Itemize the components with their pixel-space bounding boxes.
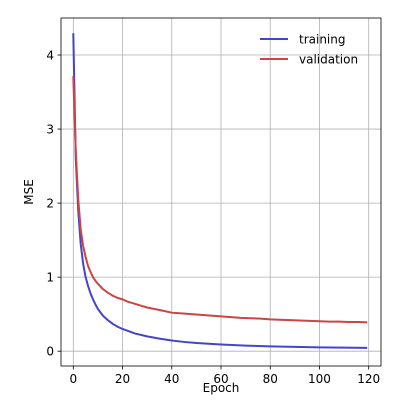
- y-axis-ticks: 0 1 2 3 4: [46, 49, 61, 359]
- y-tick-label: 3: [46, 123, 54, 137]
- series-line-training: [72, 33, 368, 349]
- y-tick-label: 4: [46, 49, 54, 63]
- series-lines: [72, 33, 368, 349]
- series-line-validation: [72, 76, 368, 324]
- grid: [61, 18, 381, 366]
- legend: training validation: [260, 33, 358, 67]
- x-axis-ticks: 0 20 40 60 80 100 120: [69, 366, 380, 386]
- x-tick-label: 80: [263, 372, 278, 386]
- x-tick-label: 100: [308, 372, 331, 386]
- y-tick-label: 0: [46, 345, 54, 359]
- y-tick-label: 2: [46, 197, 54, 211]
- y-tick-label: 1: [46, 271, 54, 285]
- legend-label-training: training: [299, 33, 346, 47]
- x-tick-label: 120: [357, 372, 380, 386]
- legend-label-validation: validation: [299, 53, 358, 67]
- x-axis-label: Epoch: [203, 381, 240, 395]
- y-axis-label: MSE: [22, 179, 36, 205]
- x-tick-label: 40: [164, 372, 179, 386]
- x-tick-label: 60: [213, 372, 228, 386]
- x-tick-label: 20: [115, 372, 130, 386]
- x-tick-label: 0: [69, 372, 77, 386]
